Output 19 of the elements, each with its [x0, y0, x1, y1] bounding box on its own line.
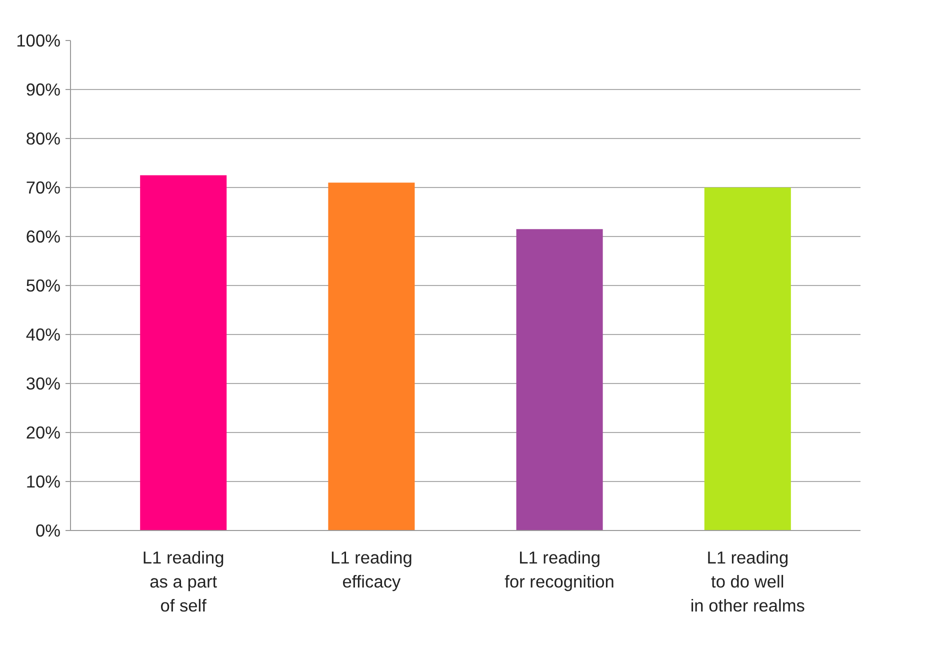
bar: [704, 188, 791, 530]
x-tick-label: L1 reading as a part of self: [142, 548, 224, 616]
y-tick-label: 90%: [26, 80, 61, 100]
bar: [140, 175, 227, 530]
bar: [516, 229, 603, 530]
x-tick-label: L1 reading to do well in other realms: [690, 548, 806, 616]
y-tick-label: 0%: [35, 520, 60, 540]
y-tick-label: 70%: [26, 178, 61, 198]
y-tick-label: 30%: [26, 374, 61, 394]
y-tick-label: 20%: [26, 422, 61, 442]
y-tick-label: 100%: [16, 30, 61, 50]
x-tick-label: L1 reading efficacy: [330, 548, 412, 592]
y-tick-label: 50%: [26, 276, 61, 296]
y-tick-label: 80%: [26, 128, 61, 148]
y-tick-label: 40%: [26, 324, 61, 344]
y-tick-label: 10%: [26, 472, 61, 492]
y-tick-label: 60%: [26, 226, 61, 246]
bar: [328, 182, 415, 530]
x-tick-label: L1 reading for recognition: [504, 548, 614, 592]
